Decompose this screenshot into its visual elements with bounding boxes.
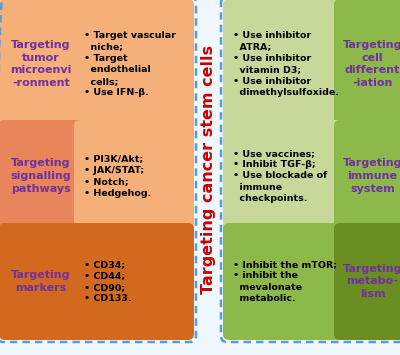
FancyBboxPatch shape — [0, 223, 194, 340]
FancyBboxPatch shape — [223, 223, 343, 340]
FancyBboxPatch shape — [334, 120, 400, 232]
Text: • PI3K/Akt;
• JAK/STAT;
• Notch;
• Hedgehog.: • PI3K/Akt; • JAK/STAT; • Notch; • Hedge… — [84, 154, 151, 198]
Text: Targeting
signalling
pathways: Targeting signalling pathways — [11, 158, 71, 194]
FancyBboxPatch shape — [223, 120, 343, 232]
Text: • Inhibit the mTOR;
• inhibit the
  mevalonate
  metabolic.: • Inhibit the mTOR; • inhibit the mevalo… — [233, 260, 337, 303]
Text: Targeting
metabo-
lism: Targeting metabo- lism — [343, 264, 400, 299]
Text: Targeting
immune
system: Targeting immune system — [343, 158, 400, 194]
FancyBboxPatch shape — [0, 120, 83, 232]
FancyBboxPatch shape — [0, 0, 194, 129]
FancyBboxPatch shape — [334, 223, 400, 340]
FancyBboxPatch shape — [74, 120, 194, 232]
FancyBboxPatch shape — [334, 0, 400, 129]
Text: • Use vaccines;
• Inhibit TGF-β;
• Use blockade of
  immune
  checkpoints.: • Use vaccines; • Inhibit TGF-β; • Use b… — [233, 149, 327, 203]
Text: Targeting
cell
different
-iation: Targeting cell different -iation — [343, 40, 400, 88]
Text: • Target vascular
  niche;
• Target
  endothelial
  cells;
• Use IFN-β.: • Target vascular niche; • Target endoth… — [84, 31, 176, 97]
FancyBboxPatch shape — [223, 0, 343, 129]
Text: Targeting
markers: Targeting markers — [11, 270, 71, 293]
Text: Targeting
tumor
microenvi
-ronment: Targeting tumor microenvi -ronment — [10, 40, 72, 88]
Text: Targeting cancer stem cells: Targeting cancer stem cells — [201, 45, 216, 294]
Text: • CD34;
• CD44;
• CD90;
• CD133.: • CD34; • CD44; • CD90; • CD133. — [84, 260, 132, 303]
Text: • Use inhibitor
  ATRA;
• Use inhibitor
  vitamin D3;
• Use inhibitor
  dimethyl: • Use inhibitor ATRA; • Use inhibitor vi… — [233, 31, 339, 97]
